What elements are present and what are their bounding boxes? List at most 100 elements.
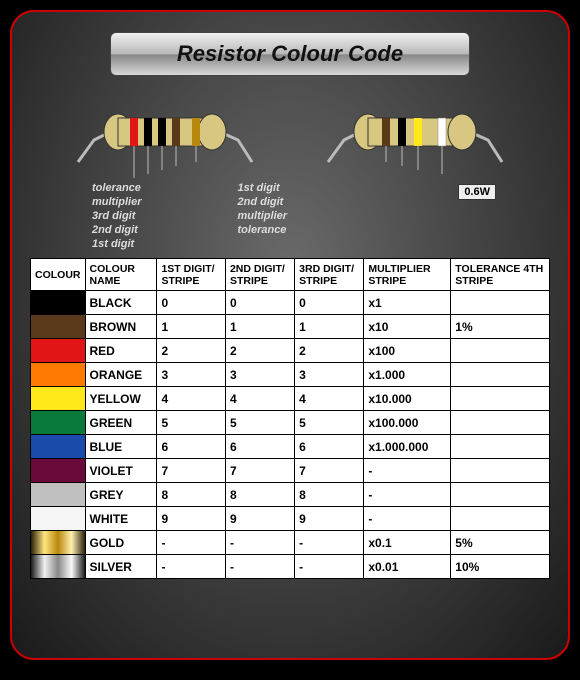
label-2nd-digit: 2nd digit xyxy=(92,224,142,236)
cell-name: GREEN xyxy=(85,411,157,435)
labels-4band: 1st digit 2nd digit multiplier tolerance xyxy=(238,182,288,250)
cell-d3: 0 xyxy=(295,291,364,315)
table-header-row: COLOUR COLOUR NAME 1ST DIGIT/ STRIPE 2ND… xyxy=(31,259,550,291)
table-row: YELLOW444x10.000 xyxy=(31,387,550,411)
colour-swatch xyxy=(31,291,86,315)
th-name: COLOUR NAME xyxy=(85,259,157,291)
title-bar: Resistor Colour Code xyxy=(110,32,470,76)
resistor-5band xyxy=(70,90,260,180)
main-panel: Resistor Colour Code xyxy=(10,10,570,660)
cell-d2: 7 xyxy=(225,459,294,483)
colour-swatch xyxy=(31,435,86,459)
table-row: BROWN111x101% xyxy=(31,315,550,339)
colour-code-table: COLOUR COLOUR NAME 1ST DIGIT/ STRIPE 2ND… xyxy=(30,258,550,579)
cell-d1: 8 xyxy=(157,483,226,507)
cell-d3: 9 xyxy=(295,507,364,531)
colour-swatch xyxy=(31,315,86,339)
cell-tol: 10% xyxy=(451,555,550,579)
cell-d2: 9 xyxy=(225,507,294,531)
cell-d2: 3 xyxy=(225,363,294,387)
cell-mult: x100.000 xyxy=(364,411,451,435)
table-row: VIOLET777- xyxy=(31,459,550,483)
cell-mult: - xyxy=(364,507,451,531)
colour-swatch xyxy=(31,483,86,507)
cell-mult: - xyxy=(364,483,451,507)
label-multiplier: multiplier xyxy=(92,196,142,208)
wattage-badge: 0.6W xyxy=(458,184,496,200)
cell-tol xyxy=(451,459,550,483)
cell-mult: x0.01 xyxy=(364,555,451,579)
cell-tol: 1% xyxy=(451,315,550,339)
cell-d2: 8 xyxy=(225,483,294,507)
table-row: SILVER---x0.0110% xyxy=(31,555,550,579)
colour-swatch xyxy=(31,339,86,363)
colour-swatch xyxy=(31,555,86,579)
cell-d3: 3 xyxy=(295,363,364,387)
cell-tol xyxy=(451,411,550,435)
table-row: GOLD---x0.15% xyxy=(31,531,550,555)
cell-d1: 4 xyxy=(157,387,226,411)
th-colour: COLOUR xyxy=(31,259,86,291)
cell-name: WHITE xyxy=(85,507,157,531)
th-tol: TOLERANCE 4TH STRIPE xyxy=(451,259,550,291)
labels-5band: tolerance multiplier 3rd digit 2nd digit… xyxy=(92,182,142,250)
cell-d2: 6 xyxy=(225,435,294,459)
cell-mult: x100 xyxy=(364,339,451,363)
resistor-diagrams xyxy=(12,90,568,180)
cell-d2: - xyxy=(225,555,294,579)
cell-d1: 6 xyxy=(157,435,226,459)
cell-mult: x1 xyxy=(364,291,451,315)
label-2nd-digit-r: 2nd digit xyxy=(238,196,288,208)
cell-d3: 6 xyxy=(295,435,364,459)
cell-d3: 2 xyxy=(295,339,364,363)
colour-swatch xyxy=(31,507,86,531)
cell-tol xyxy=(451,507,550,531)
cell-name: GREY xyxy=(85,483,157,507)
cell-name: YELLOW xyxy=(85,387,157,411)
cell-mult: - xyxy=(364,459,451,483)
cell-d3: 8 xyxy=(295,483,364,507)
th-3rd: 3RD DIGIT/ STRIPE xyxy=(295,259,364,291)
cell-d2: 5 xyxy=(225,411,294,435)
cell-d3: 5 xyxy=(295,411,364,435)
cell-d3: 4 xyxy=(295,387,364,411)
table-row: WHITE999- xyxy=(31,507,550,531)
cell-d1: - xyxy=(157,531,226,555)
th-1st: 1ST DIGIT/ STRIPE xyxy=(157,259,226,291)
table-row: BLUE666x1.000.000 xyxy=(31,435,550,459)
table-row: GREEN555x100.000 xyxy=(31,411,550,435)
cell-d2: 0 xyxy=(225,291,294,315)
resistor-4band xyxy=(320,90,510,180)
cell-mult: x1.000 xyxy=(364,363,451,387)
cell-d1: 1 xyxy=(157,315,226,339)
cell-d3: - xyxy=(295,531,364,555)
cell-d1: 0 xyxy=(157,291,226,315)
cell-d3: - xyxy=(295,555,364,579)
label-1st-digit-r: 1st digit xyxy=(238,182,288,194)
label-1st-digit: 1st digit xyxy=(92,238,142,250)
cell-d3: 7 xyxy=(295,459,364,483)
cell-name: RED xyxy=(85,339,157,363)
th-2nd: 2ND DIGIT/ STRIPE xyxy=(225,259,294,291)
cell-mult: x10 xyxy=(364,315,451,339)
cell-tol xyxy=(451,435,550,459)
colour-swatch xyxy=(31,387,86,411)
cell-name: BLUE xyxy=(85,435,157,459)
table-row: BLACK000x1 xyxy=(31,291,550,315)
cell-name: GOLD xyxy=(85,531,157,555)
cell-tol xyxy=(451,339,550,363)
table-row: ORANGE333x1.000 xyxy=(31,363,550,387)
cell-d2: 4 xyxy=(225,387,294,411)
page-title: Resistor Colour Code xyxy=(177,41,403,66)
label-3rd-digit: 3rd digit xyxy=(92,210,142,222)
cell-tol xyxy=(451,291,550,315)
label-tolerance: tolerance xyxy=(92,182,142,194)
colour-swatch xyxy=(31,411,86,435)
cell-d2: 1 xyxy=(225,315,294,339)
cell-d1: 5 xyxy=(157,411,226,435)
cell-d2: 2 xyxy=(225,339,294,363)
cell-name: BROWN xyxy=(85,315,157,339)
cell-mult: x0.1 xyxy=(364,531,451,555)
cell-tol xyxy=(451,363,550,387)
colour-swatch xyxy=(31,531,86,555)
